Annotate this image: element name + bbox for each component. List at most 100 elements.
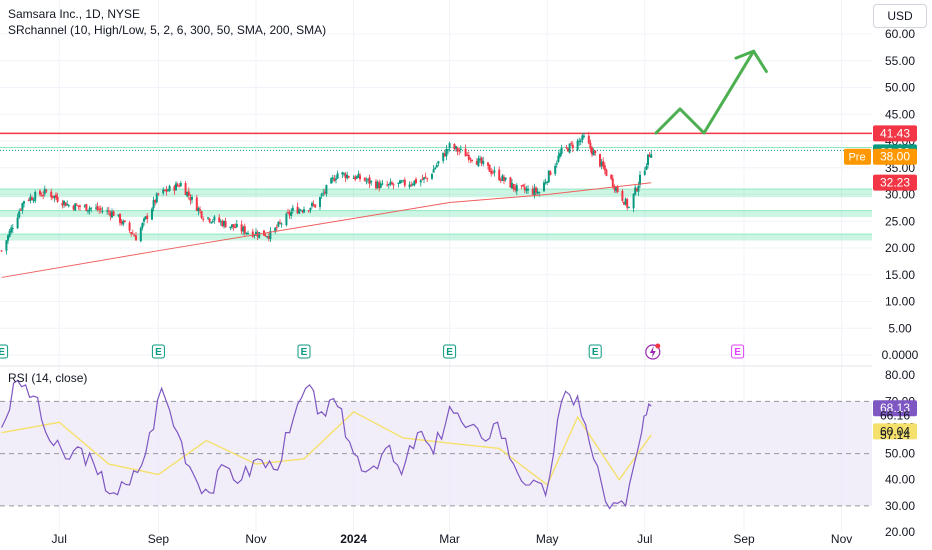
- time-tick-label: Sep: [733, 532, 755, 546]
- candle: [199, 209, 201, 211]
- candle: [221, 221, 224, 227]
- candle: [458, 150, 461, 152]
- time-tick-label: May: [536, 532, 559, 546]
- candle: [179, 183, 182, 187]
- candle: [568, 143, 571, 153]
- candle: [333, 178, 336, 182]
- candle: [195, 197, 198, 211]
- candle: [267, 236, 270, 239]
- candle: [445, 148, 448, 157]
- candle: [207, 217, 209, 219]
- candle: [623, 201, 625, 205]
- candle: [77, 205, 80, 207]
- candle: [602, 161, 605, 167]
- candle: [501, 175, 504, 181]
- candle: [331, 177, 334, 179]
- price-levels: [0, 132, 872, 151]
- price-tick-label: 55.00: [885, 54, 915, 68]
- candle: [645, 166, 648, 170]
- time-tick-label: Jul: [637, 532, 652, 546]
- candle: [479, 158, 481, 160]
- candle: [40, 195, 43, 197]
- candle: [202, 218, 205, 220]
- candle: [544, 182, 547, 184]
- candle: [274, 227, 277, 233]
- candle: [487, 162, 489, 166]
- candle: [122, 220, 125, 225]
- candle: [275, 226, 278, 228]
- candle: [469, 158, 472, 160]
- candle: [453, 144, 456, 150]
- candle: [141, 223, 144, 228]
- candle: [565, 147, 568, 149]
- price-tick-label: 50.00: [885, 81, 915, 95]
- candle: [168, 185, 171, 191]
- sma-line: [1, 182, 652, 278]
- candle: [391, 182, 393, 185]
- candle: [392, 184, 395, 186]
- candle: [376, 181, 379, 189]
- candle: [386, 184, 389, 186]
- candle: [143, 218, 145, 222]
- candle: [375, 181, 377, 189]
- support-zone: [0, 189, 872, 198]
- candle: [299, 209, 302, 211]
- candle: [42, 194, 45, 196]
- candle: [560, 147, 563, 154]
- candle: [512, 183, 515, 189]
- time-tick-label: Mar: [439, 532, 460, 546]
- candle: [581, 135, 584, 141]
- candle: [234, 226, 237, 228]
- candle: [443, 153, 446, 157]
- value-tag-label: 60.04: [880, 424, 910, 438]
- candle: [379, 183, 382, 188]
- candle: [368, 177, 371, 184]
- candle: [175, 183, 177, 191]
- candle: [520, 185, 523, 187]
- candle: [421, 178, 424, 180]
- candle: [448, 143, 451, 149]
- candle: [626, 199, 629, 208]
- candle: [111, 211, 113, 218]
- candle: [21, 203, 24, 211]
- candle: [605, 169, 608, 176]
- earnings-marker-label: E: [301, 347, 308, 358]
- candle: [555, 162, 558, 165]
- value-tag: [873, 174, 917, 191]
- candle: [426, 178, 429, 180]
- candle: [547, 170, 550, 183]
- candle: [624, 198, 627, 205]
- candle: [365, 180, 368, 182]
- candle: [287, 212, 289, 214]
- candle: [107, 210, 110, 213]
- candle: [200, 211, 203, 218]
- candle: [415, 179, 417, 184]
- earnings-marker-label: E: [155, 347, 162, 358]
- axis-value-labels: 41.4338.2638.00Pre32.2368.1366.1660.0457…: [844, 125, 917, 442]
- candle: [208, 218, 211, 222]
- earnings-icon: [731, 344, 745, 359]
- candle: [511, 182, 513, 189]
- time-axis[interactable]: Jul Sep Nov 2024 Mar May Jul Sep Nov: [52, 532, 853, 546]
- candle: [341, 172, 344, 175]
- candle: [74, 203, 77, 211]
- candle: [87, 210, 89, 212]
- rsi-tick-label: 80.00: [885, 368, 915, 382]
- candle: [587, 135, 590, 144]
- currency-button[interactable]: USD: [873, 4, 927, 28]
- candle: [34, 191, 37, 201]
- candle: [277, 222, 280, 227]
- sma-200-line: [1, 182, 652, 278]
- candle: [245, 232, 248, 234]
- candle: [157, 193, 160, 195]
- candle: [32, 200, 35, 202]
- candle: [218, 217, 221, 222]
- candle: [112, 211, 115, 216]
- candle: [589, 142, 592, 149]
- price-tick-label: 0.0000: [882, 348, 919, 362]
- candle: [189, 197, 192, 201]
- candle: [307, 210, 310, 212]
- candle: [101, 211, 104, 213]
- candle: [56, 197, 59, 202]
